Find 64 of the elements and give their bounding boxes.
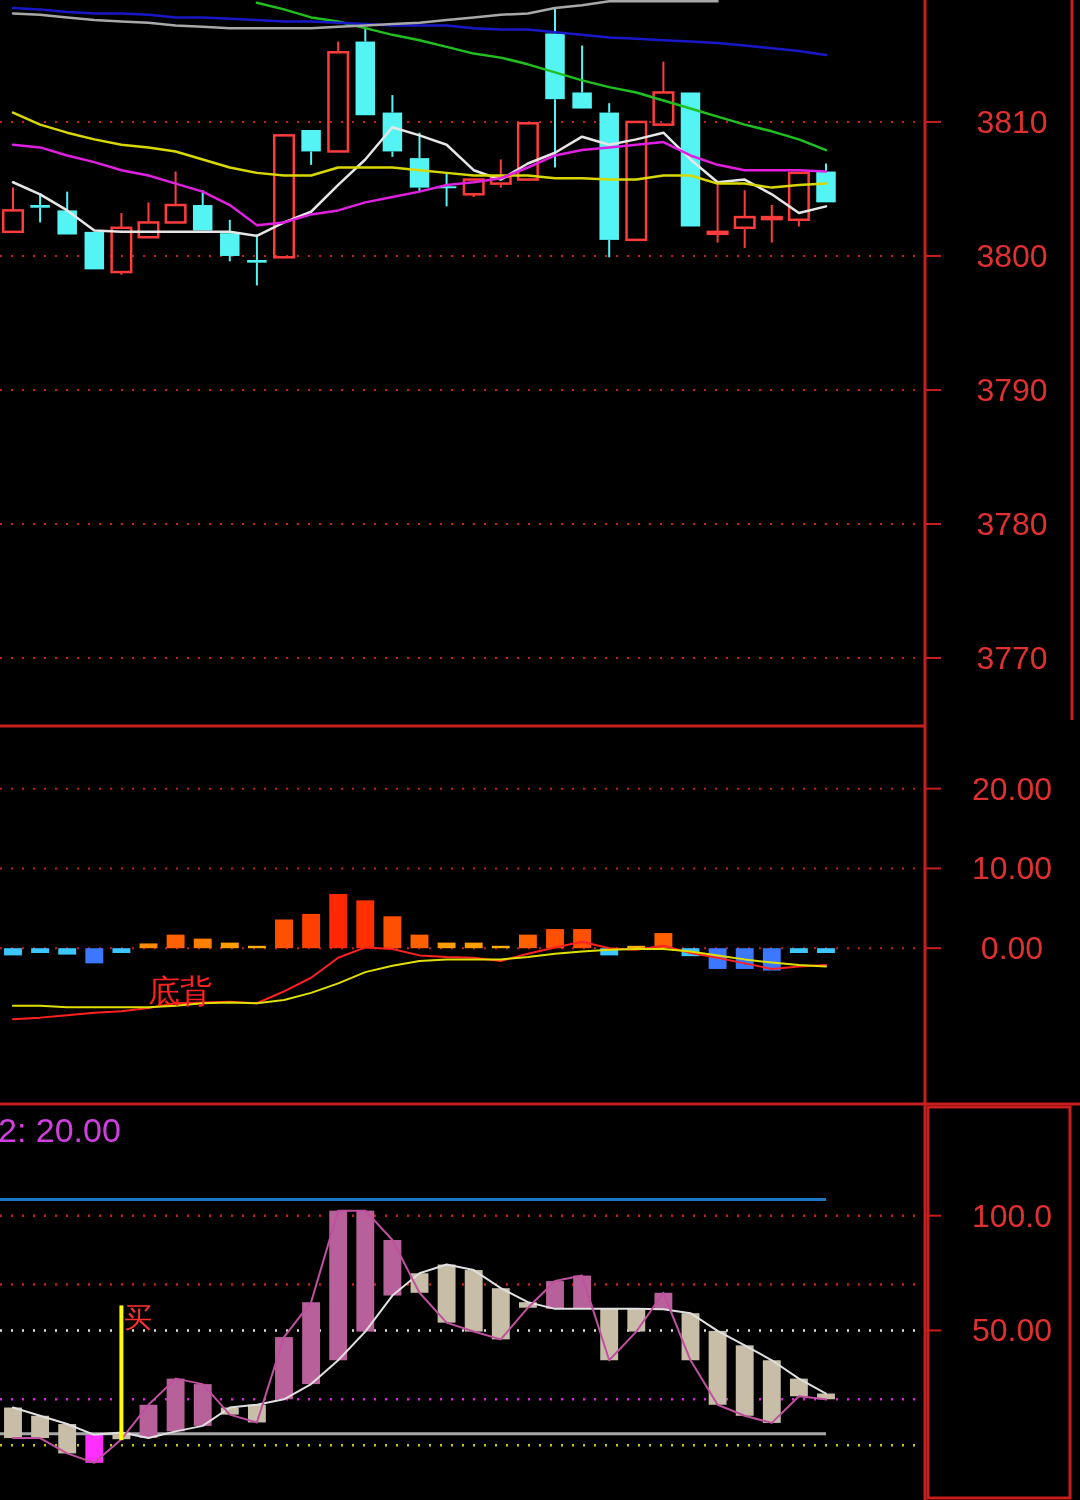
bar	[139, 943, 158, 949]
bar	[166, 1378, 185, 1432]
bar	[356, 1210, 375, 1332]
bar	[85, 948, 104, 964]
bar	[220, 942, 239, 949]
bar	[119, 1305, 124, 1441]
bar	[329, 893, 348, 949]
candlestick	[599, 102, 619, 259]
y-tick-label: 20.00	[971, 770, 1053, 807]
bar	[437, 942, 456, 949]
bar	[437, 1264, 456, 1323]
bar	[789, 1378, 808, 1397]
bar	[329, 1210, 348, 1361]
bar	[58, 1424, 77, 1454]
bar	[302, 913, 321, 949]
candlestick	[733, 189, 756, 249]
bar	[85, 1434, 104, 1463]
bar	[546, 929, 564, 949]
bar	[410, 934, 429, 949]
bar	[518, 934, 537, 949]
bar	[708, 1330, 727, 1405]
bar	[275, 1337, 293, 1400]
bar	[112, 948, 131, 953]
line-series	[11, 0, 719, 30]
line-series	[12, 948, 827, 1009]
candlestick	[760, 204, 783, 244]
bar	[383, 1240, 402, 1296]
bar	[58, 948, 77, 955]
bar	[193, 1384, 212, 1426]
bar	[464, 942, 483, 949]
annotation: 底背	[148, 971, 212, 1010]
y-tick-label: 3780	[976, 505, 1048, 542]
bar	[356, 900, 375, 949]
y-tick-label: 3790	[976, 371, 1048, 408]
bar	[491, 1288, 510, 1340]
bar	[789, 948, 808, 953]
y-tick-label: 50.00	[971, 1312, 1053, 1349]
y-tick-label: 0.00	[980, 930, 1044, 967]
line-series	[12, 940, 827, 1021]
bar	[275, 919, 293, 949]
bar	[31, 948, 50, 953]
line-series	[12, 1209, 827, 1464]
bar	[383, 916, 402, 949]
chart-title: 2: 20.00	[0, 1111, 121, 1149]
bar	[31, 1415, 50, 1439]
bar	[817, 948, 835, 953]
y-tick-label: 10.00	[971, 850, 1053, 887]
bar	[735, 1345, 754, 1416]
bar	[302, 1302, 321, 1385]
candlestick	[545, 7, 565, 169]
line-series	[12, 1263, 827, 1440]
bar	[193, 938, 212, 949]
line-series	[11, 6, 828, 57]
y-tick-label: 3800	[976, 237, 1048, 274]
bar	[166, 934, 185, 949]
line-series	[255, 1, 828, 152]
bar	[762, 1360, 781, 1423]
series-label: 买	[124, 1301, 153, 1335]
bar	[4, 1407, 22, 1439]
y-tick-label: 3810	[976, 103, 1048, 140]
y-tick-label: 3770	[976, 639, 1048, 676]
y-tick-label: 100.0	[971, 1197, 1053, 1234]
bar	[4, 948, 22, 956]
bar	[464, 1270, 483, 1332]
